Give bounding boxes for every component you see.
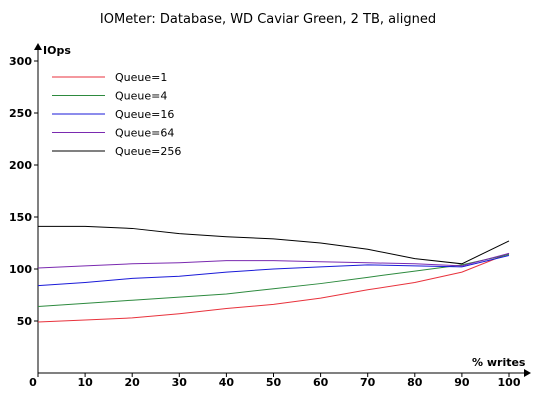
x-axis-label: % writes	[472, 356, 526, 369]
series-lines	[37, 225, 510, 323]
x-tick-label: 70	[360, 376, 376, 389]
y-tick-label: 300	[9, 55, 32, 68]
y-axis-arrow	[34, 43, 42, 50]
x-axis-arrow	[524, 369, 531, 377]
x-tick-label: 100	[498, 376, 521, 389]
legend: Queue=1 Queue=4 Queue=16 Queue=64 Queue=256	[52, 71, 181, 158]
series-line	[37, 253, 510, 307]
legend-label: Queue=1	[115, 71, 167, 84]
series-line	[37, 254, 510, 287]
series-line	[37, 252, 510, 323]
x-tick-label: 50	[266, 376, 282, 389]
series-line	[38, 225, 510, 265]
legend-label: Queue=4	[115, 90, 167, 103]
x-tick-label: 40	[219, 376, 235, 389]
y-tick-label: 50	[17, 315, 33, 328]
legend-label: Queue=256	[115, 145, 181, 158]
x-tick-label: 10	[77, 376, 93, 389]
x-tick-label: 20	[125, 376, 141, 389]
y-tick-label: 150	[9, 211, 32, 224]
tick-labels: 50 100 150 200 250 300 0 10 20 30 40 50 60 70 80 90 100	[9, 55, 521, 389]
y-axis-label: IOps	[43, 44, 71, 57]
y-tick-label: 250	[9, 107, 32, 120]
series-line	[37, 252, 510, 269]
axes	[34, 43, 531, 377]
x-tick-label: 80	[407, 376, 423, 389]
chart-title: IOMeter: Database, WD Caviar Green, 2 TB…	[100, 12, 436, 27]
x-tick-label: 90	[454, 376, 470, 389]
x-tick-label: 30	[172, 376, 188, 389]
x-tick-label: 0	[29, 376, 37, 389]
legend-label: Queue=16	[115, 108, 174, 121]
x-tick-label: 60	[313, 376, 329, 389]
y-tick-label: 200	[9, 159, 32, 172]
y-tick-label: 100	[9, 263, 32, 276]
legend-label: Queue=64	[115, 127, 174, 140]
